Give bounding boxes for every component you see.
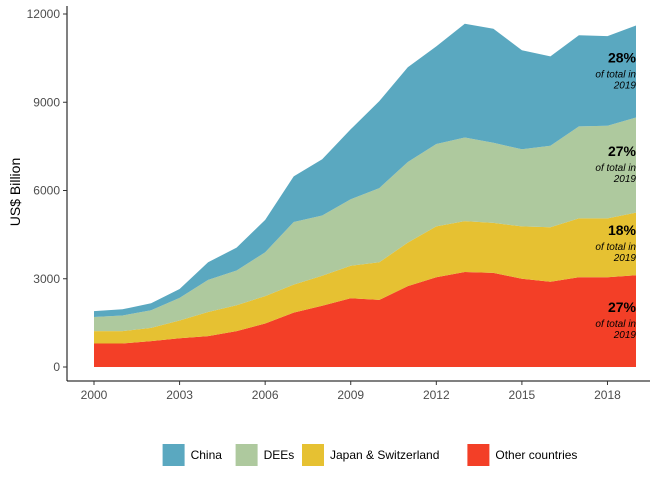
x-tick-label: 2012	[423, 388, 450, 402]
area-series-group	[94, 23, 636, 367]
legend-item-japan-and-switzerland: Japan & Switzerland	[302, 444, 439, 466]
area-china	[94, 23, 636, 317]
y-axis-title: US$ Billion	[7, 158, 23, 226]
area-dees	[94, 117, 636, 332]
legend-label: Other countries	[495, 448, 577, 462]
x-tick-label: 2018	[594, 388, 621, 402]
legend-label: DEEs	[264, 448, 295, 462]
legend-item-dees: DEEs	[235, 444, 295, 466]
x-tick-label: 2000	[81, 388, 108, 402]
y-tick-label: 0	[53, 360, 60, 374]
share-note-line2: 2019	[613, 81, 637, 92]
share-note-line2: 2019	[613, 253, 637, 264]
legend-key	[235, 444, 258, 466]
share-note-line1: of total in	[595, 319, 636, 330]
y-tick-label: 9000	[33, 95, 60, 109]
y-tick-label: 12000	[27, 7, 61, 21]
share-note-line1: of total in	[595, 242, 636, 253]
share-note-line1: of total in	[595, 163, 636, 174]
x-axis-ticks: 2000 2003 2006 2009 2012 2015 2018	[81, 381, 621, 402]
legend-label: China	[191, 448, 223, 462]
area-other-countries	[94, 272, 636, 367]
share-note-line1: of total in	[595, 70, 636, 81]
share-pct: 27%	[608, 143, 637, 159]
legend-key	[162, 444, 185, 466]
x-tick-label: 2003	[166, 388, 193, 402]
y-tick-label: 3000	[33, 272, 60, 286]
share-pct: 28%	[608, 50, 637, 66]
share-pct: 18%	[608, 222, 637, 238]
x-tick-label: 2015	[509, 388, 536, 402]
x-tick-label: 2006	[252, 388, 279, 402]
y-axis-ticks: 0 3000 6000 9000 12000	[27, 7, 67, 374]
legend-item-china: China	[162, 444, 223, 466]
legend-label: Japan & Switzerland	[330, 448, 439, 462]
y-tick-label: 6000	[33, 184, 60, 198]
x-tick-label: 2009	[337, 388, 364, 402]
share-note-line2: 2019	[613, 330, 637, 341]
legend-key	[467, 444, 490, 466]
legend: China DEEs Japan & Switzerland Other countr…	[162, 444, 577, 466]
legend-key	[302, 444, 324, 466]
share-note-line2: 2019	[613, 174, 637, 185]
share-pct: 27%	[608, 299, 637, 315]
legend-item-other-countries: Other countries	[467, 444, 577, 466]
area-japan-and-switzerland	[94, 212, 636, 344]
